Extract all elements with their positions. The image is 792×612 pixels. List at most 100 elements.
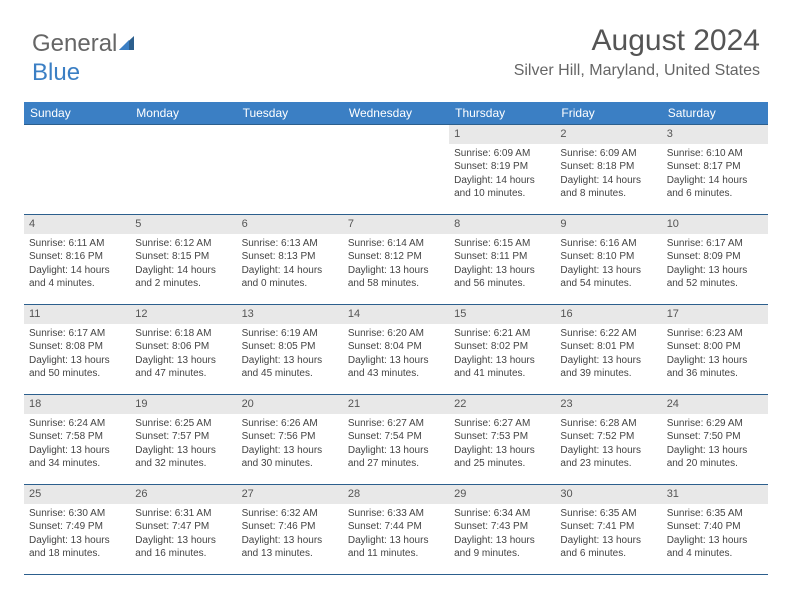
- calendar-day-cell: 17Sunrise: 6:23 AMSunset: 8:00 PMDayligh…: [662, 305, 768, 395]
- sunset-text: Sunset: 8:05 PM: [242, 340, 338, 354]
- sunset-text: Sunset: 7:43 PM: [454, 520, 550, 534]
- daylight-line2: and 47 minutes.: [135, 367, 231, 381]
- sunset-text: Sunset: 8:13 PM: [242, 250, 338, 264]
- day-content: Sunrise: 6:24 AMSunset: 7:58 PMDaylight:…: [24, 414, 130, 475]
- day-content: Sunrise: 6:13 AMSunset: 8:13 PMDaylight:…: [237, 234, 343, 295]
- daylight-line2: and 45 minutes.: [242, 367, 338, 381]
- calendar-day-cell: 18Sunrise: 6:24 AMSunset: 7:58 PMDayligh…: [24, 395, 130, 485]
- day-content: Sunrise: 6:12 AMSunset: 8:15 PMDaylight:…: [130, 234, 236, 295]
- day-number: 29: [449, 485, 555, 504]
- daylight-line1: Daylight: 13 hours: [560, 534, 656, 548]
- calendar-header-row: SundayMondayTuesdayWednesdayThursdayFrid…: [24, 102, 768, 125]
- daylight-line1: Daylight: 13 hours: [560, 354, 656, 368]
- daylight-line2: and 16 minutes.: [135, 547, 231, 561]
- daylight-line2: and 2 minutes.: [135, 277, 231, 291]
- sunset-text: Sunset: 7:41 PM: [560, 520, 656, 534]
- sunset-text: Sunset: 7:58 PM: [29, 430, 125, 444]
- day-content: Sunrise: 6:17 AMSunset: 8:09 PMDaylight:…: [662, 234, 768, 295]
- sunset-text: Sunset: 7:56 PM: [242, 430, 338, 444]
- logo: General Blue: [32, 30, 139, 87]
- day-number: 26: [130, 485, 236, 504]
- sunset-text: Sunset: 8:16 PM: [29, 250, 125, 264]
- sunset-text: Sunset: 8:11 PM: [454, 250, 550, 264]
- daylight-line1: Daylight: 13 hours: [135, 534, 231, 548]
- calendar-day-cell: 25Sunrise: 6:30 AMSunset: 7:49 PMDayligh…: [24, 485, 130, 575]
- sunset-text: Sunset: 8:18 PM: [560, 160, 656, 174]
- day-number: 8: [449, 215, 555, 234]
- sunset-text: Sunset: 7:49 PM: [29, 520, 125, 534]
- day-number: 14: [343, 305, 449, 324]
- location-text: Silver Hill, Maryland, United States: [514, 62, 760, 80]
- daylight-line2: and 20 minutes.: [667, 457, 763, 471]
- day-content: Sunrise: 6:09 AMSunset: 8:18 PMDaylight:…: [555, 144, 661, 205]
- sunrise-text: Sunrise: 6:28 AM: [560, 417, 656, 431]
- daylight-line1: Daylight: 13 hours: [454, 534, 550, 548]
- daylight-line1: Daylight: 13 hours: [348, 534, 444, 548]
- calendar-week-row: 18Sunrise: 6:24 AMSunset: 7:58 PMDayligh…: [24, 395, 768, 485]
- day-content: Sunrise: 6:11 AMSunset: 8:16 PMDaylight:…: [24, 234, 130, 295]
- sunrise-text: Sunrise: 6:18 AM: [135, 327, 231, 341]
- sunrise-text: Sunrise: 6:20 AM: [348, 327, 444, 341]
- weekday-header: Wednesday: [343, 102, 449, 125]
- day-content: Sunrise: 6:20 AMSunset: 8:04 PMDaylight:…: [343, 324, 449, 385]
- header-right: August 2024 Silver Hill, Maryland, Unite…: [514, 24, 760, 80]
- weekday-header: Sunday: [24, 102, 130, 125]
- day-content: Sunrise: 6:09 AMSunset: 8:19 PMDaylight:…: [449, 144, 555, 205]
- day-number: 17: [662, 305, 768, 324]
- weekday-header: Tuesday: [237, 102, 343, 125]
- day-content: Sunrise: 6:27 AMSunset: 7:54 PMDaylight:…: [343, 414, 449, 475]
- day-number: 22: [449, 395, 555, 414]
- sunrise-text: Sunrise: 6:15 AM: [454, 237, 550, 251]
- sunrise-text: Sunrise: 6:17 AM: [667, 237, 763, 251]
- calendar-day-cell: 10Sunrise: 6:17 AMSunset: 8:09 PMDayligh…: [662, 215, 768, 305]
- calendar-day-cell: [343, 125, 449, 215]
- day-number: 9: [555, 215, 661, 234]
- sunrise-text: Sunrise: 6:14 AM: [348, 237, 444, 251]
- sunset-text: Sunset: 8:15 PM: [135, 250, 231, 264]
- daylight-line1: Daylight: 13 hours: [454, 354, 550, 368]
- day-content: Sunrise: 6:22 AMSunset: 8:01 PMDaylight:…: [555, 324, 661, 385]
- calendar-day-cell: [237, 125, 343, 215]
- sunrise-text: Sunrise: 6:10 AM: [667, 147, 763, 161]
- sunrise-text: Sunrise: 6:23 AM: [667, 327, 763, 341]
- calendar-day-cell: [130, 125, 236, 215]
- calendar-day-cell: 9Sunrise: 6:16 AMSunset: 8:10 PMDaylight…: [555, 215, 661, 305]
- daylight-line2: and 10 minutes.: [454, 187, 550, 201]
- calendar-day-cell: 22Sunrise: 6:27 AMSunset: 7:53 PMDayligh…: [449, 395, 555, 485]
- day-number: 28: [343, 485, 449, 504]
- sunset-text: Sunset: 8:12 PM: [348, 250, 444, 264]
- calendar-day-cell: 20Sunrise: 6:26 AMSunset: 7:56 PMDayligh…: [237, 395, 343, 485]
- weekday-header: Friday: [555, 102, 661, 125]
- calendar-day-cell: 31Sunrise: 6:35 AMSunset: 7:40 PMDayligh…: [662, 485, 768, 575]
- sunset-text: Sunset: 7:52 PM: [560, 430, 656, 444]
- daylight-line1: Daylight: 13 hours: [29, 444, 125, 458]
- sunrise-text: Sunrise: 6:27 AM: [454, 417, 550, 431]
- day-content: Sunrise: 6:27 AMSunset: 7:53 PMDaylight:…: [449, 414, 555, 475]
- day-content: Sunrise: 6:33 AMSunset: 7:44 PMDaylight:…: [343, 504, 449, 565]
- calendar-day-cell: [24, 125, 130, 215]
- sunset-text: Sunset: 7:40 PM: [667, 520, 763, 534]
- calendar-day-cell: 16Sunrise: 6:22 AMSunset: 8:01 PMDayligh…: [555, 305, 661, 395]
- sunrise-text: Sunrise: 6:25 AM: [135, 417, 231, 431]
- day-number: 4: [24, 215, 130, 234]
- daylight-line2: and 52 minutes.: [667, 277, 763, 291]
- daylight-line2: and 54 minutes.: [560, 277, 656, 291]
- sunset-text: Sunset: 8:01 PM: [560, 340, 656, 354]
- calendar-week-row: 25Sunrise: 6:30 AMSunset: 7:49 PMDayligh…: [24, 485, 768, 575]
- daylight-line1: Daylight: 14 hours: [135, 264, 231, 278]
- daylight-line1: Daylight: 13 hours: [29, 534, 125, 548]
- sunset-text: Sunset: 7:50 PM: [667, 430, 763, 444]
- sunrise-text: Sunrise: 6:35 AM: [667, 507, 763, 521]
- day-content: Sunrise: 6:18 AMSunset: 8:06 PMDaylight:…: [130, 324, 236, 385]
- daylight-line1: Daylight: 13 hours: [454, 444, 550, 458]
- calendar-day-cell: 11Sunrise: 6:17 AMSunset: 8:08 PMDayligh…: [24, 305, 130, 395]
- calendar-week-row: 4Sunrise: 6:11 AMSunset: 8:16 PMDaylight…: [24, 215, 768, 305]
- daylight-line2: and 56 minutes.: [454, 277, 550, 291]
- sunset-text: Sunset: 7:47 PM: [135, 520, 231, 534]
- sunset-text: Sunset: 8:08 PM: [29, 340, 125, 354]
- sunset-text: Sunset: 7:44 PM: [348, 520, 444, 534]
- daylight-line2: and 58 minutes.: [348, 277, 444, 291]
- day-number: 27: [237, 485, 343, 504]
- daylight-line2: and 43 minutes.: [348, 367, 444, 381]
- sunrise-text: Sunrise: 6:30 AM: [29, 507, 125, 521]
